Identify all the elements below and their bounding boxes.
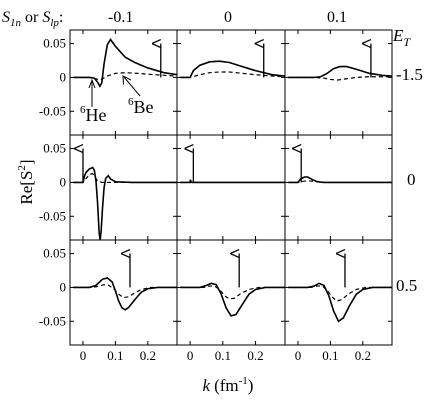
x-tick-label: 0.1 [107,348,123,363]
column-value-3: 0.1 [327,9,347,26]
y-tick-label: 0.05 [43,36,66,51]
series-he6-line [73,166,177,240]
panel-frame [284,239,393,346]
y-tick-label: 0.05 [43,141,66,156]
y-tick-label: 0 [60,69,67,84]
be6-label: 6Be [128,96,154,117]
panel-middle-center [176,134,286,241]
series-he6-line [288,65,392,79]
series-be6-line [73,72,177,81]
be6-pointer-line [123,76,141,97]
series-be6-line [180,285,285,300]
panel-bottom-left: 0 0.1 0.2 0.05 0 -0.05 [39,239,178,363]
x-tick-label: 0.1 [322,348,338,363]
panel-bottom-right: 0 0.1 0.2 [284,239,393,363]
be6-pointer-head [122,75,132,85]
series-he6-line [180,282,285,317]
series-be6-line [73,284,177,299]
x-tick-label: 0.2 [140,348,156,363]
y-tick-label: 0 [60,279,67,294]
panel-frame [69,239,178,346]
row-value-3: 0.5 [396,276,417,295]
x-tick-label: 0.2 [355,348,371,363]
column-value-1: -0.1 [108,9,133,26]
row-value-1: -1.5 [396,65,423,84]
panel-frame [176,29,286,136]
y-tick-label: 0.05 [43,246,66,261]
he6-label: 6He [80,104,107,125]
panel-top-left: 0.05 0 -0.05 [39,29,178,136]
column-value-2: 0 [224,9,232,26]
series-he6-line [180,60,285,79]
panel-grid: 0.050-0.050.050-0.050 0.1 0.20.050-0.050 0.… [39,29,393,363]
panel-top-center [176,29,286,136]
panel-frame [284,29,393,136]
y-tick-label: 0 [60,174,67,189]
et-label: ET [392,26,411,49]
row-value-2: 0 [407,170,416,189]
series-he6-line [73,38,177,88]
be6-annotation: 6Be [122,75,154,117]
series-he6-line [288,282,392,323]
x-axis-label: k (fm-1) [203,375,254,395]
y-axis-label: Re[S2] [16,159,36,204]
panel-frame [176,239,286,346]
series-he6-line [180,179,285,184]
y-tick-label: -0.05 [39,103,66,118]
series-he6-line [73,277,177,311]
panel-middle-right [284,134,393,241]
x-tick-label: 0.1 [215,348,231,363]
column-header-label: S1n or Slp: [2,9,63,29]
x-tick-label: 0 [295,348,302,363]
panel-middle-left: 0.05 0 -0.05 [39,134,178,241]
panel-frame [69,134,178,241]
series-be6-line [73,172,177,184]
he6-pointer-head [88,78,96,89]
y-tick-label: -0.05 [39,313,66,328]
y-tick-label: -0.05 [39,208,66,223]
x-tick-label: 0.2 [247,348,263,363]
panel-bottom-center: 0 0.1 0.2 [176,239,286,363]
series-be6-line [288,285,392,302]
panel-top-right [284,29,393,136]
he6-annotation: 6He [80,78,107,125]
series-he6-line [288,176,392,184]
x-tick-label: 0 [187,348,194,363]
x-tick-label: 0 [80,348,87,363]
